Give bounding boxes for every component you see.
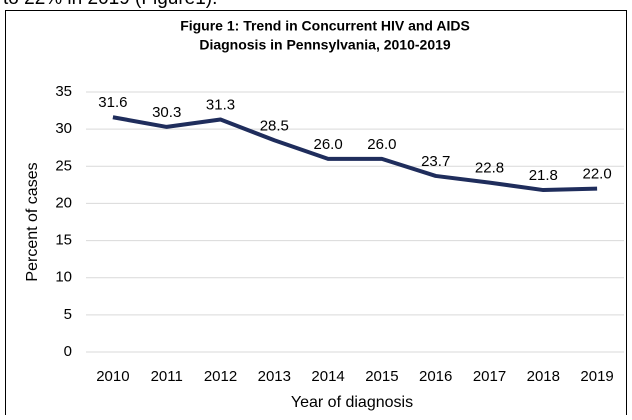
x-tick-label: 2011	[151, 368, 183, 385]
y-tick-label: 25	[55, 157, 72, 174]
y-tick-label: 5	[64, 306, 72, 323]
y-tick-label: 35	[55, 83, 72, 100]
data-label: 30.3	[152, 104, 181, 121]
y-tick-label: 20	[55, 194, 72, 211]
data-label: 31.6	[98, 94, 127, 111]
x-tick-label: 2018	[527, 368, 560, 385]
data-label: 26.0	[313, 136, 342, 153]
data-label: 28.5	[260, 117, 289, 134]
chart-frame	[5, 10, 627, 420]
x-tick-label: 2012	[204, 368, 237, 385]
x-tick-label: 2015	[365, 368, 398, 385]
data-label: 22.8	[475, 160, 504, 177]
chart-title: Figure 1: Trend in Concurrent HIV and AI…	[180, 18, 470, 34]
data-label: 26.0	[367, 136, 396, 153]
x-tick-label: 2016	[419, 368, 452, 385]
y-tick-label: 30	[55, 120, 72, 137]
y-axis-title: Percent of cases	[24, 162, 41, 281]
x-tick-label: 2014	[311, 368, 344, 385]
x-tick-label: 2017	[473, 368, 506, 385]
x-axis-title: Year of diagnosis	[291, 394, 413, 411]
x-tick-label: 2013	[258, 368, 291, 385]
y-tick-label: 0	[64, 343, 72, 360]
y-tick-label: 10	[55, 269, 72, 286]
data-label: 23.7	[421, 153, 450, 170]
data-label: 21.8	[529, 167, 558, 184]
x-tick-label: 2010	[96, 368, 129, 385]
y-tick-label: 15	[55, 232, 72, 249]
x-tick-label: 2019	[580, 368, 613, 385]
data-label: 22.0	[582, 166, 611, 183]
chart-subtitle: Diagnosis in Pennsylvania, 2010-2019	[199, 37, 451, 53]
data-label: 31.3	[206, 96, 235, 113]
data-line	[112, 115, 598, 193]
